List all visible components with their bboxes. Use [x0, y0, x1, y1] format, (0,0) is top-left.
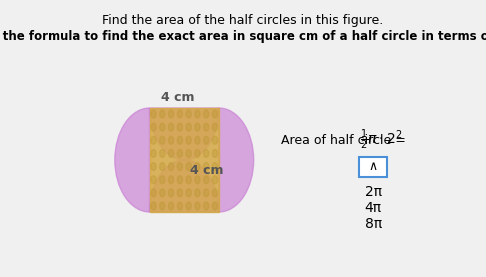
Circle shape	[169, 163, 174, 171]
Circle shape	[212, 176, 218, 184]
Circle shape	[159, 149, 165, 157]
Circle shape	[159, 110, 165, 118]
Circle shape	[212, 163, 218, 171]
Text: 8π: 8π	[364, 217, 382, 231]
Circle shape	[186, 149, 191, 157]
Wedge shape	[150, 160, 219, 212]
Circle shape	[151, 149, 156, 157]
Circle shape	[212, 136, 218, 144]
Circle shape	[186, 202, 191, 210]
Circle shape	[177, 163, 183, 171]
Circle shape	[204, 189, 209, 197]
Circle shape	[186, 176, 191, 184]
Text: 2π: 2π	[364, 185, 382, 199]
Circle shape	[151, 123, 156, 131]
Circle shape	[177, 176, 183, 184]
Circle shape	[186, 163, 191, 171]
Circle shape	[195, 163, 200, 171]
Circle shape	[195, 110, 200, 118]
Circle shape	[186, 123, 191, 131]
Circle shape	[186, 136, 191, 144]
Circle shape	[151, 202, 156, 210]
Text: 4π: 4π	[364, 201, 382, 215]
Text: 4 cm: 4 cm	[190, 163, 223, 176]
Circle shape	[204, 163, 209, 171]
Circle shape	[151, 136, 156, 144]
Circle shape	[177, 136, 183, 144]
Circle shape	[169, 202, 174, 210]
Circle shape	[151, 163, 156, 171]
Bar	[150, 108, 219, 212]
Wedge shape	[219, 108, 254, 212]
Circle shape	[159, 163, 165, 171]
Circle shape	[177, 189, 183, 197]
Circle shape	[204, 123, 209, 131]
Circle shape	[212, 149, 218, 157]
Wedge shape	[150, 108, 219, 160]
Circle shape	[169, 110, 174, 118]
Circle shape	[159, 123, 165, 131]
Circle shape	[195, 123, 200, 131]
Circle shape	[151, 176, 156, 184]
Text: Area of half circle =: Area of half circle =	[281, 134, 410, 147]
Circle shape	[204, 136, 209, 144]
Circle shape	[204, 149, 209, 157]
Circle shape	[169, 149, 174, 157]
FancyBboxPatch shape	[359, 157, 387, 177]
Circle shape	[212, 123, 218, 131]
Circle shape	[186, 110, 191, 118]
Circle shape	[177, 123, 183, 131]
Circle shape	[195, 149, 200, 157]
Circle shape	[159, 136, 165, 144]
Circle shape	[204, 202, 209, 210]
Circle shape	[159, 176, 165, 184]
Text: 4 cm: 4 cm	[161, 91, 194, 104]
Circle shape	[195, 176, 200, 184]
Circle shape	[212, 189, 218, 197]
Circle shape	[177, 202, 183, 210]
Text: $\frac{1}{2}\pi \cdot 2^2$: $\frac{1}{2}\pi \cdot 2^2$	[360, 128, 402, 152]
Circle shape	[169, 123, 174, 131]
Text: ∧: ∧	[369, 160, 378, 173]
Circle shape	[204, 110, 209, 118]
Circle shape	[186, 189, 191, 197]
Text: Use the formula to find the exact area in square cm of a half circle in terms of: Use the formula to find the exact area i…	[0, 30, 486, 43]
Circle shape	[204, 176, 209, 184]
Circle shape	[195, 202, 200, 210]
Circle shape	[195, 189, 200, 197]
Circle shape	[212, 202, 218, 210]
Circle shape	[151, 189, 156, 197]
Wedge shape	[115, 108, 150, 212]
Circle shape	[169, 136, 174, 144]
Circle shape	[177, 149, 183, 157]
Circle shape	[169, 176, 174, 184]
Circle shape	[169, 189, 174, 197]
Circle shape	[151, 110, 156, 118]
Circle shape	[212, 110, 218, 118]
Circle shape	[159, 202, 165, 210]
Circle shape	[195, 136, 200, 144]
Circle shape	[177, 110, 183, 118]
Text: Find the area of the half circles in this figure.: Find the area of the half circles in thi…	[103, 14, 383, 27]
Circle shape	[159, 189, 165, 197]
